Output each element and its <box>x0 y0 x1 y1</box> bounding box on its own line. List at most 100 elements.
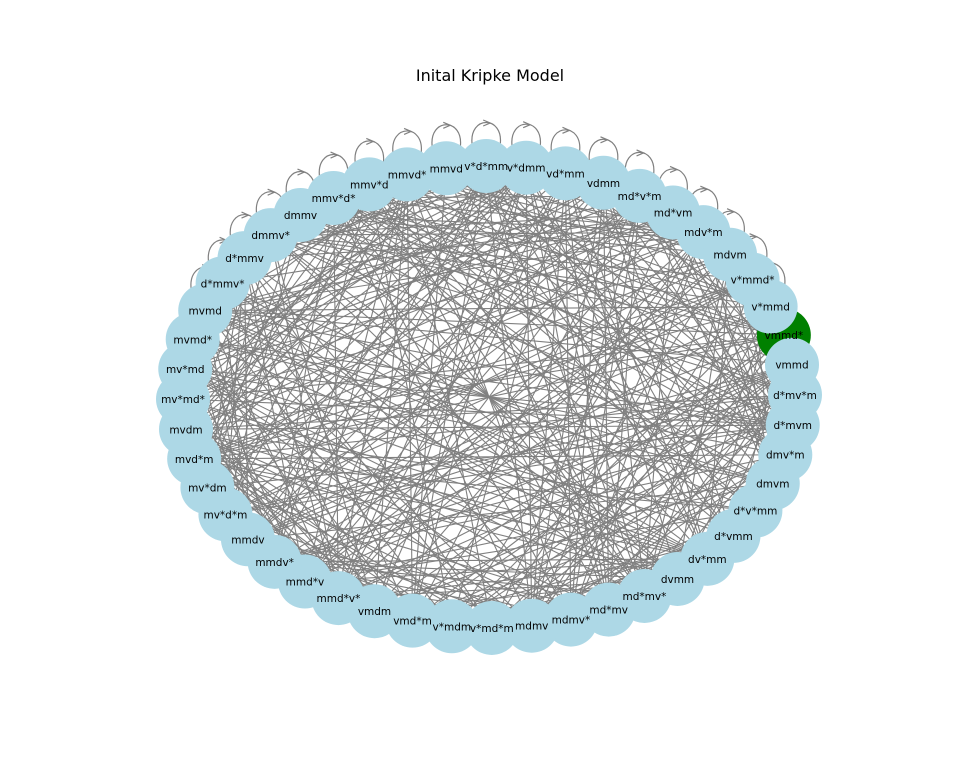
edge <box>304 173 566 582</box>
self-loop-arrow <box>443 121 452 129</box>
edge <box>185 167 527 430</box>
edge <box>244 231 704 259</box>
edge <box>194 454 786 460</box>
node-37 <box>419 141 474 196</box>
self-loop-arrow <box>297 168 307 176</box>
self-loop-arrow <box>522 121 532 129</box>
edge <box>274 197 335 562</box>
edge <box>182 211 674 400</box>
edge <box>274 364 793 563</box>
node-label: dmmv* <box>251 230 290 242</box>
node-label: mv*d*m <box>203 509 247 521</box>
edge <box>244 257 493 629</box>
edge <box>338 254 731 599</box>
node-label: mdmv <box>515 621 548 633</box>
edge <box>185 231 704 430</box>
edge <box>204 310 708 560</box>
edge <box>676 254 731 580</box>
edge <box>247 306 771 540</box>
node-label: d*mvm <box>773 420 812 432</box>
edge <box>185 195 640 370</box>
self-loop <box>471 121 501 146</box>
self-loop-arrow <box>749 233 759 241</box>
edge <box>247 279 753 540</box>
node-13 <box>504 598 559 653</box>
self-loop-arrow <box>241 211 251 219</box>
edge <box>205 231 704 312</box>
edge <box>184 167 527 370</box>
node-39 <box>499 140 554 195</box>
edge <box>531 306 772 627</box>
node-label: v*mdm <box>433 621 472 633</box>
node-label: mmvd <box>430 163 463 175</box>
edge <box>182 182 604 400</box>
edge <box>270 234 771 308</box>
self-loop <box>588 138 619 162</box>
edge <box>570 254 731 620</box>
node-label: md*vm <box>654 207 693 219</box>
edge <box>333 197 771 308</box>
edge <box>337 165 487 599</box>
edge <box>643 212 674 597</box>
self-loop-arrow <box>726 208 736 216</box>
self-loop-arrow <box>562 126 571 134</box>
self-loop-arrow <box>267 188 277 196</box>
edge <box>369 183 731 256</box>
edge <box>192 172 566 340</box>
edge <box>270 231 704 236</box>
node-label: dmvm <box>756 478 789 490</box>
edge <box>185 172 566 370</box>
node-label: mvdm <box>169 424 202 436</box>
edge <box>192 211 674 340</box>
edge <box>531 279 754 627</box>
node-label: d*mmv <box>225 253 264 265</box>
edge <box>676 306 772 580</box>
self-loop-arrow <box>669 165 679 174</box>
edge <box>304 174 408 582</box>
edge <box>247 195 640 540</box>
node-label: dmv*m <box>766 450 805 462</box>
node-label: mmd*v* <box>317 593 361 605</box>
self-loop-arrow <box>482 119 492 127</box>
edge <box>368 184 708 560</box>
self-loop-arrow <box>366 137 375 145</box>
edge <box>300 214 704 233</box>
edge <box>193 231 704 460</box>
edge <box>193 279 753 460</box>
node-label: vmmd* <box>765 330 804 342</box>
edge <box>193 254 731 460</box>
edge <box>608 306 772 610</box>
edge <box>491 212 674 629</box>
node-label: mdv*m <box>684 227 723 239</box>
edge <box>185 231 704 370</box>
node-label: d*mv*m <box>773 390 817 402</box>
node-label: vdmm <box>587 178 620 190</box>
edge <box>643 254 731 597</box>
node-14 <box>464 600 519 655</box>
self-loop-arrow <box>403 127 413 135</box>
node-label: vd*mm <box>546 168 585 180</box>
node-label: d*mmv* <box>201 278 245 290</box>
node-label: mdvm <box>713 250 746 262</box>
edge <box>182 254 731 400</box>
edge <box>205 195 640 312</box>
edge <box>270 234 774 484</box>
edge <box>270 234 753 281</box>
node-label: mmv*d <box>350 179 389 191</box>
node-label: mvd*m <box>175 454 214 466</box>
self-loop-arrow <box>636 149 646 157</box>
node-label: d*v*mm <box>733 506 777 518</box>
edge <box>451 173 567 627</box>
node-label: v*md*m <box>470 623 514 635</box>
edge <box>406 173 786 456</box>
edge <box>204 310 339 599</box>
edge <box>182 398 708 560</box>
node-label: dmmv <box>284 210 317 222</box>
edge <box>194 306 771 460</box>
edge <box>412 231 704 621</box>
edge <box>182 167 447 400</box>
node-label: vmdm <box>358 606 391 618</box>
edge <box>270 211 674 236</box>
edge <box>570 182 605 620</box>
edge <box>185 167 447 430</box>
